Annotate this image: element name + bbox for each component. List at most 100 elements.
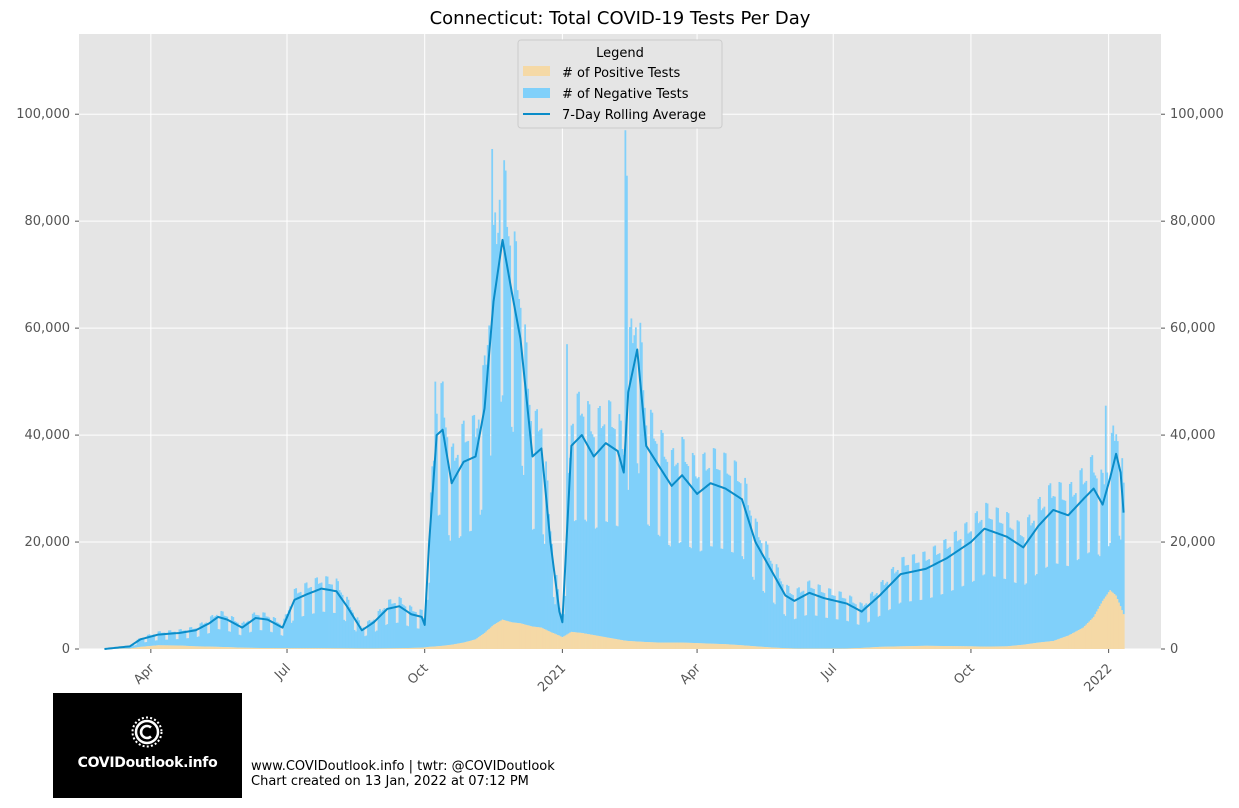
positive-tests-bar [156,645,158,649]
negative-tests-bar [419,609,422,648]
positive-tests-bar [651,642,654,649]
negative-tests-bar [462,420,465,643]
negative-tests-bar [655,443,658,643]
positive-tests-bar [684,642,687,649]
positive-tests-bar [640,641,643,649]
positive-tests-bar [187,645,190,649]
negative-tests-bar [747,505,750,646]
negative-tests-bar [787,585,790,649]
positive-tests-bar [1004,646,1007,649]
negative-tests-bar [530,421,533,627]
positive-tests-bar [850,648,853,649]
x-axis: Apr Jul Oct 2021 Apr Jul Oct 2022 [131,649,1115,695]
positive-tests-bar [621,640,624,649]
positive-tests-bar [1088,621,1091,649]
positive-tests-bar [923,645,926,649]
negative-tests-bar [561,619,564,638]
positive-tests-bar [135,647,137,649]
positive-tests-bar [391,648,393,649]
negative-tests-bar [398,596,401,649]
positive-tests-bar [370,648,372,649]
negative-tests-bar [570,425,573,632]
negative-tests-bar [702,453,705,644]
negative-tests-bar [377,610,380,649]
positive-tests-bar [614,638,616,649]
negative-tests-bar [995,507,998,647]
positive-tests-bar [884,646,887,649]
positive-tests-bar [283,648,286,649]
positive-tests-bar [1021,644,1023,649]
positive-tests-bar [1019,645,1022,649]
positive-tests-bar [386,648,389,649]
positive-tests-bar [295,648,298,649]
positive-tests-bar [248,647,251,649]
positive-tests-bar [500,620,503,649]
negative-tests-bar [1049,483,1052,642]
negative-tests-bar [643,407,646,642]
negative-tests-bar [506,226,509,621]
negative-tests-bar [259,630,262,648]
negative-tests-bar [772,602,775,648]
negative-tests-bar [828,588,830,649]
negative-tests-bar [368,620,371,649]
negative-tests-bar [344,621,347,649]
positive-tests-bar [302,648,305,649]
positive-tests-bar [576,632,579,649]
negative-tests-bar [483,355,486,633]
negative-tests-bar [959,539,962,647]
x-tick-label: Apr [677,661,704,688]
bar-series [105,130,1125,649]
negative-tests-bar [1086,553,1089,624]
positive-tests-bar [989,646,992,649]
positive-tests-bar [488,628,491,649]
negative-tests-bar [693,455,696,644]
negative-tests-bar [992,576,995,647]
negative-tests-bar [884,583,887,647]
negative-tests-bar [1031,523,1034,644]
positive-tests-bar [359,648,362,649]
negative-tests-bar [1021,536,1023,645]
negative-tests-bar [422,618,425,648]
positive-tests-bar [955,646,958,649]
positive-tests-bar [491,626,494,649]
negative-tests-bar [799,592,802,649]
positive-tests-bar [1009,646,1011,649]
negative-tests-bar [349,607,351,649]
negative-tests-bar [847,621,850,649]
positive-tests-bar [314,648,317,649]
negative-tests-bar [962,585,965,647]
positive-tests-bar [184,645,187,649]
positive-tests-bar [569,632,571,649]
positive-tests-bar [898,646,901,649]
negative-tests-bar [446,437,449,646]
y-tick-label-right: 40,000 [1170,428,1216,443]
positive-tests-bar [748,645,751,649]
negative-tests-bar [617,526,619,640]
positive-tests-bar [772,647,775,649]
negative-tests-bar [859,602,862,648]
negative-tests-bar [829,588,832,649]
negative-tests-bar [413,611,416,648]
positive-tests-bar [795,648,797,649]
positive-tests-bar [724,644,727,649]
positive-tests-bar [986,646,989,649]
negative-tests-bar [938,553,941,646]
positive-tests-bar [214,646,217,649]
negative-tests-bar [1079,470,1082,630]
negative-tests-bar [621,448,624,641]
negative-tests-bar [461,423,464,643]
negative-tests-bar [952,590,955,647]
positive-tests-bar [1074,631,1077,649]
positive-tests-bar [1064,636,1067,649]
positive-tests-bar [865,647,868,649]
positive-tests-bar [250,647,253,649]
positive-tests-bar [157,645,160,649]
negative-tests-bar [485,364,488,632]
negative-tests-bar [1095,478,1098,612]
positive-tests-bar [857,648,860,649]
positive-tests-bar [696,643,699,649]
positive-tests-bar [470,640,473,649]
negative-tests-bar [983,574,986,647]
negative-tests-bar [221,611,224,647]
positive-tests-bar [498,621,501,649]
